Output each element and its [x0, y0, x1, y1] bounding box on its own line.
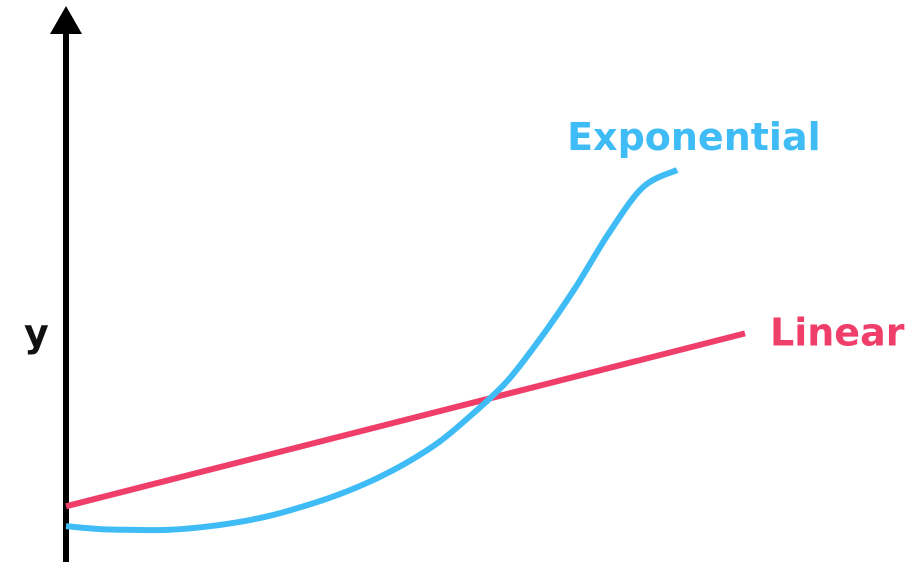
series-line-exponential: [65, 167, 679, 534]
series-label-exponential: Exponential: [567, 115, 821, 159]
y-axis-arrow: [50, 6, 82, 34]
series-label-linear: Linear: [770, 310, 905, 354]
y-axis-label: y: [24, 311, 49, 355]
series-line-linear: [65, 330, 746, 510]
series-layer: Linear Exponential: [65, 115, 905, 534]
